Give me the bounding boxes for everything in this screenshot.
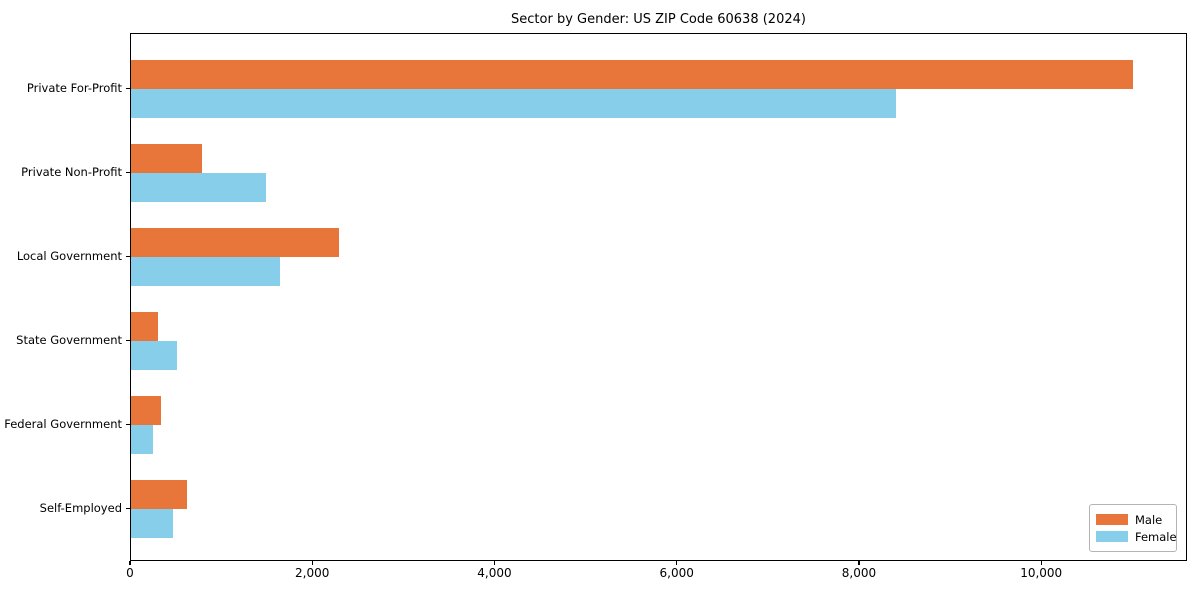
bar-male-state-government bbox=[131, 312, 158, 341]
y-tick-label: Self-Employed bbox=[39, 501, 122, 515]
bar-female-self-employed bbox=[131, 509, 173, 538]
bar-male-private-for-profit bbox=[131, 60, 1133, 89]
bar-female-private-for-profit bbox=[131, 89, 896, 118]
legend: Male Female bbox=[1089, 504, 1177, 552]
chart-title: Sector by Gender: US ZIP Code 60638 (202… bbox=[511, 12, 806, 27]
bar-female-local-government bbox=[131, 257, 280, 286]
x-tick-mark bbox=[1040, 561, 1042, 565]
x-tick-label: 6,000 bbox=[659, 566, 694, 580]
legend-label: Female bbox=[1135, 529, 1177, 544]
y-tick-label: Federal Government bbox=[4, 417, 122, 431]
y-tick-label: State Government bbox=[16, 333, 122, 347]
bar-female-state-government bbox=[131, 341, 177, 370]
x-tick-label: 10,000 bbox=[1020, 566, 1063, 580]
legend-swatch-female bbox=[1096, 531, 1128, 542]
x-tick-mark bbox=[311, 561, 313, 565]
x-tick-mark bbox=[858, 561, 860, 565]
x-tick-label: 4,000 bbox=[477, 566, 512, 580]
y-tick-mark bbox=[126, 171, 130, 173]
bar-male-local-government bbox=[131, 228, 339, 257]
y-tick-label: Local Government bbox=[16, 249, 122, 263]
y-tick-mark bbox=[126, 507, 130, 509]
x-tick-label: 0 bbox=[126, 566, 134, 580]
plot-area: Male Female bbox=[130, 33, 1187, 561]
y-tick-mark bbox=[126, 255, 130, 257]
bar-male-federal-government bbox=[131, 396, 161, 425]
legend-swatch-male bbox=[1096, 514, 1128, 525]
y-tick-label: Private Non-Profit bbox=[21, 165, 122, 179]
x-tick-label: 2,000 bbox=[295, 566, 330, 580]
bar-female-private-non-profit bbox=[131, 173, 266, 202]
y-tick-mark bbox=[126, 339, 130, 341]
y-tick-label: Private For-Profit bbox=[26, 81, 122, 95]
x-tick-label: 8,000 bbox=[841, 566, 877, 580]
bar-male-self-employed bbox=[131, 480, 187, 509]
x-tick-mark bbox=[676, 561, 678, 565]
legend-label: Male bbox=[1135, 512, 1163, 527]
legend-item-female: Female bbox=[1096, 528, 1177, 545]
y-tick-mark bbox=[126, 87, 130, 89]
y-tick-mark bbox=[126, 423, 130, 425]
legend-item-male: Male bbox=[1096, 511, 1169, 528]
x-tick-mark bbox=[493, 561, 496, 565]
bar-female-federal-government bbox=[131, 425, 153, 454]
bar-male-private-non-profit bbox=[131, 144, 202, 173]
x-tick-mark bbox=[129, 561, 131, 565]
